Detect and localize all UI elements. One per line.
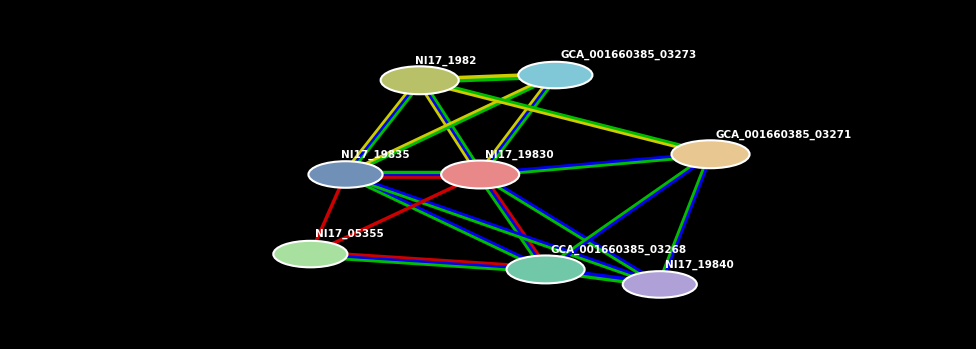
Text: GCA_001660385_03273: GCA_001660385_03273 xyxy=(560,50,697,60)
Text: NI17_19840: NI17_19840 xyxy=(665,260,733,270)
Ellipse shape xyxy=(381,66,459,94)
Text: NI17_19835: NI17_19835 xyxy=(341,150,409,160)
Ellipse shape xyxy=(518,62,592,88)
Ellipse shape xyxy=(441,161,519,188)
Ellipse shape xyxy=(671,140,750,168)
Text: NI17_05355: NI17_05355 xyxy=(315,229,384,239)
Ellipse shape xyxy=(308,161,383,188)
Text: GCA_001660385_03271: GCA_001660385_03271 xyxy=(715,129,852,140)
Text: NI17_19830: NI17_19830 xyxy=(485,150,553,160)
Ellipse shape xyxy=(623,271,697,298)
Ellipse shape xyxy=(273,241,347,267)
Text: GCA_001660385_03268: GCA_001660385_03268 xyxy=(550,245,686,255)
Ellipse shape xyxy=(507,255,585,283)
Text: NI17_1982: NI17_1982 xyxy=(415,55,476,66)
